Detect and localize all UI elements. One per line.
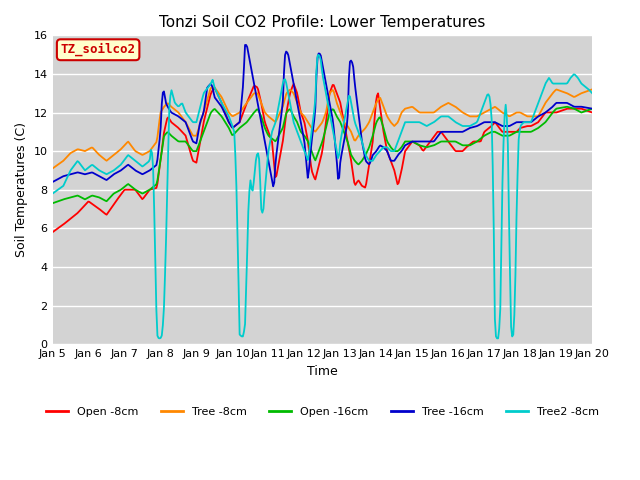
Title: Tonzi Soil CO2 Profile: Lower Temperatures: Tonzi Soil CO2 Profile: Lower Temperatur… [159,15,486,30]
Legend: Open -8cm, Tree -8cm, Open -16cm, Tree -16cm, Tree2 -8cm: Open -8cm, Tree -8cm, Open -16cm, Tree -… [42,402,603,421]
X-axis label: Time: Time [307,364,338,378]
Y-axis label: Soil Temperatures (C): Soil Temperatures (C) [15,122,28,257]
Text: TZ_soilco2: TZ_soilco2 [61,43,136,57]
